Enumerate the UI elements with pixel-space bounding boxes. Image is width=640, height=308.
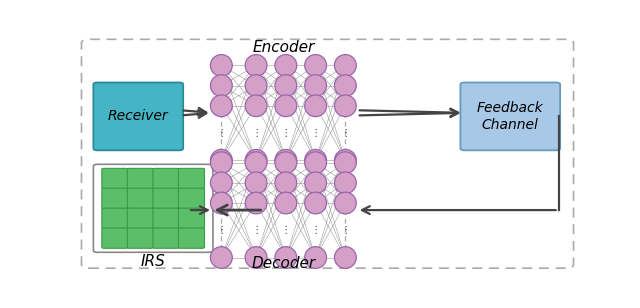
Ellipse shape — [305, 75, 326, 96]
Text: IRS: IRS — [141, 253, 166, 269]
Ellipse shape — [211, 95, 232, 117]
Ellipse shape — [275, 75, 297, 96]
Ellipse shape — [245, 75, 267, 96]
Text: ⋮: ⋮ — [216, 128, 227, 138]
Ellipse shape — [305, 55, 326, 76]
Ellipse shape — [305, 247, 326, 268]
Ellipse shape — [335, 247, 356, 268]
Ellipse shape — [245, 152, 267, 173]
FancyBboxPatch shape — [93, 164, 213, 252]
FancyBboxPatch shape — [102, 188, 128, 209]
FancyBboxPatch shape — [460, 83, 560, 150]
FancyBboxPatch shape — [127, 228, 154, 248]
Ellipse shape — [335, 172, 356, 194]
Text: ⋮: ⋮ — [310, 128, 321, 138]
Ellipse shape — [211, 192, 232, 214]
FancyBboxPatch shape — [153, 208, 179, 228]
Text: ⋮: ⋮ — [251, 225, 261, 235]
Text: ⋮: ⋮ — [216, 225, 227, 235]
FancyBboxPatch shape — [153, 168, 179, 188]
FancyBboxPatch shape — [102, 168, 128, 188]
Ellipse shape — [305, 172, 326, 194]
Ellipse shape — [275, 192, 297, 214]
Ellipse shape — [211, 149, 232, 171]
FancyBboxPatch shape — [179, 168, 205, 188]
Ellipse shape — [245, 192, 267, 214]
Ellipse shape — [275, 95, 297, 117]
Ellipse shape — [245, 55, 267, 76]
FancyBboxPatch shape — [179, 228, 205, 248]
Text: ⋮: ⋮ — [340, 128, 351, 138]
Text: ⋮: ⋮ — [340, 225, 351, 235]
Ellipse shape — [305, 192, 326, 214]
Ellipse shape — [211, 172, 232, 194]
Ellipse shape — [335, 55, 356, 76]
Ellipse shape — [335, 152, 356, 173]
Ellipse shape — [275, 152, 297, 173]
Ellipse shape — [211, 75, 232, 96]
Ellipse shape — [275, 247, 297, 268]
FancyBboxPatch shape — [153, 188, 179, 209]
Text: ⋮: ⋮ — [281, 128, 291, 138]
Ellipse shape — [335, 149, 356, 171]
Ellipse shape — [211, 55, 232, 76]
FancyBboxPatch shape — [127, 168, 154, 188]
Ellipse shape — [211, 247, 232, 268]
FancyBboxPatch shape — [102, 208, 128, 228]
Text: ⋮: ⋮ — [310, 225, 321, 235]
FancyBboxPatch shape — [127, 188, 154, 209]
Text: ⋮: ⋮ — [251, 128, 261, 138]
FancyBboxPatch shape — [102, 228, 128, 248]
Ellipse shape — [305, 152, 326, 173]
Ellipse shape — [275, 55, 297, 76]
Ellipse shape — [245, 95, 267, 117]
Ellipse shape — [305, 95, 326, 117]
Ellipse shape — [335, 95, 356, 117]
Text: ⋮: ⋮ — [281, 225, 291, 235]
Ellipse shape — [275, 149, 297, 171]
FancyBboxPatch shape — [93, 83, 183, 150]
Ellipse shape — [245, 247, 267, 268]
Ellipse shape — [275, 172, 297, 194]
Text: Encoder: Encoder — [252, 40, 314, 55]
FancyBboxPatch shape — [81, 39, 573, 268]
Text: Feedback
Channel: Feedback Channel — [477, 101, 543, 132]
FancyBboxPatch shape — [179, 188, 205, 209]
Ellipse shape — [245, 149, 267, 171]
FancyBboxPatch shape — [179, 208, 205, 228]
Ellipse shape — [245, 172, 267, 194]
Ellipse shape — [305, 149, 326, 171]
FancyBboxPatch shape — [153, 228, 179, 248]
Ellipse shape — [211, 152, 232, 173]
FancyBboxPatch shape — [127, 208, 154, 228]
Text: Decoder: Decoder — [252, 256, 316, 271]
Text: Receiver: Receiver — [108, 109, 168, 124]
Ellipse shape — [335, 192, 356, 214]
Ellipse shape — [335, 75, 356, 96]
